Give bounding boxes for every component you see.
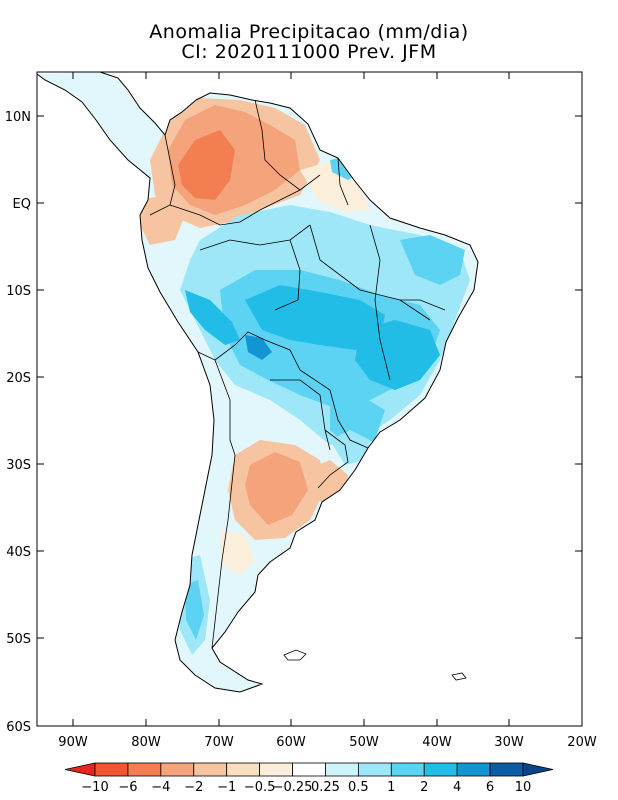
lat-label: 50S	[6, 632, 31, 647]
colorbar-swatch	[226, 762, 261, 777]
colorbar-label: 0.25	[311, 780, 340, 795]
map-subtitle: CI: 2020111000 Prev. JFM	[181, 41, 437, 63]
colorbar-label: 0.5	[348, 780, 369, 795]
lat-label: 10N	[5, 110, 31, 125]
plot-frame	[36, 71, 583, 727]
colorbar-swatch	[193, 762, 228, 777]
colorbar-swatch	[423, 762, 458, 777]
lon-ticks	[72, 72, 510, 726]
lon-label: 50W	[349, 735, 379, 750]
lon-label: 30W	[494, 735, 524, 750]
south-georgia-island	[451, 672, 467, 681]
colorbar-label: −6	[118, 780, 137, 795]
colorbar-label: 6	[486, 780, 494, 795]
colorbar-right-arrow	[522, 762, 554, 777]
colorbar-label: 1	[387, 780, 395, 795]
colorbar-label: −1	[217, 780, 236, 795]
coastline	[37, 72, 479, 693]
lon-labels: 90W 80W 70W 60W 50W 40W 30W 20W	[58, 735, 597, 750]
lon-label: 70W	[204, 735, 234, 750]
colorbar-label: −10	[81, 780, 108, 795]
lon-label: 80W	[131, 735, 161, 750]
map-title: Anomalia Precipitacao (mm/dia)	[149, 21, 469, 43]
anomaly-field	[37, 72, 478, 692]
colorbar-swatch	[456, 762, 491, 777]
colorbar-swatch	[94, 762, 129, 777]
lat-labels: 10N EQ 10S 20S 30S 40S 50S 60S	[5, 110, 31, 735]
colorbar-left-arrow	[64, 762, 96, 777]
colorbar: −10 −6 −4 −2 −1 −0.5−0.250.25 0.5 1 2 4 6 10	[64, 762, 554, 795]
colorbar-swatch	[325, 762, 359, 777]
colorbar-swatch	[127, 762, 162, 777]
lat-label: 60S	[6, 720, 31, 735]
colorbar-swatch	[357, 762, 392, 777]
colorbar-label: −4	[151, 780, 170, 795]
colorbar-label: 2	[420, 780, 428, 795]
lat-label: 10S	[6, 284, 31, 299]
colorbar-swatch	[390, 762, 425, 777]
country-borders	[149, 99, 446, 649]
lat-label: 30S	[6, 458, 31, 473]
lon-label: 20W	[567, 735, 597, 750]
colorbar-label: 10	[515, 780, 532, 795]
falkland-islands	[283, 649, 307, 661]
colorbar-label: 4	[453, 780, 461, 795]
lat-label: 20S	[6, 371, 31, 386]
colorbar-swatch	[292, 762, 326, 777]
lat-ticks	[37, 115, 582, 639]
colorbar-label: −0.25	[273, 780, 313, 795]
colorbar-swatch	[489, 762, 524, 777]
lon-label: 40W	[422, 735, 452, 750]
colorbar-swatch	[259, 762, 293, 777]
colorbar-label: −0.5	[244, 780, 276, 795]
lon-label: 60W	[276, 735, 306, 750]
colorbar-label: −2	[184, 780, 203, 795]
colorbar-swatch	[160, 762, 195, 777]
lat-label: EQ	[13, 197, 31, 212]
lat-label: 40S	[6, 545, 31, 560]
lon-label: 90W	[58, 735, 88, 750]
